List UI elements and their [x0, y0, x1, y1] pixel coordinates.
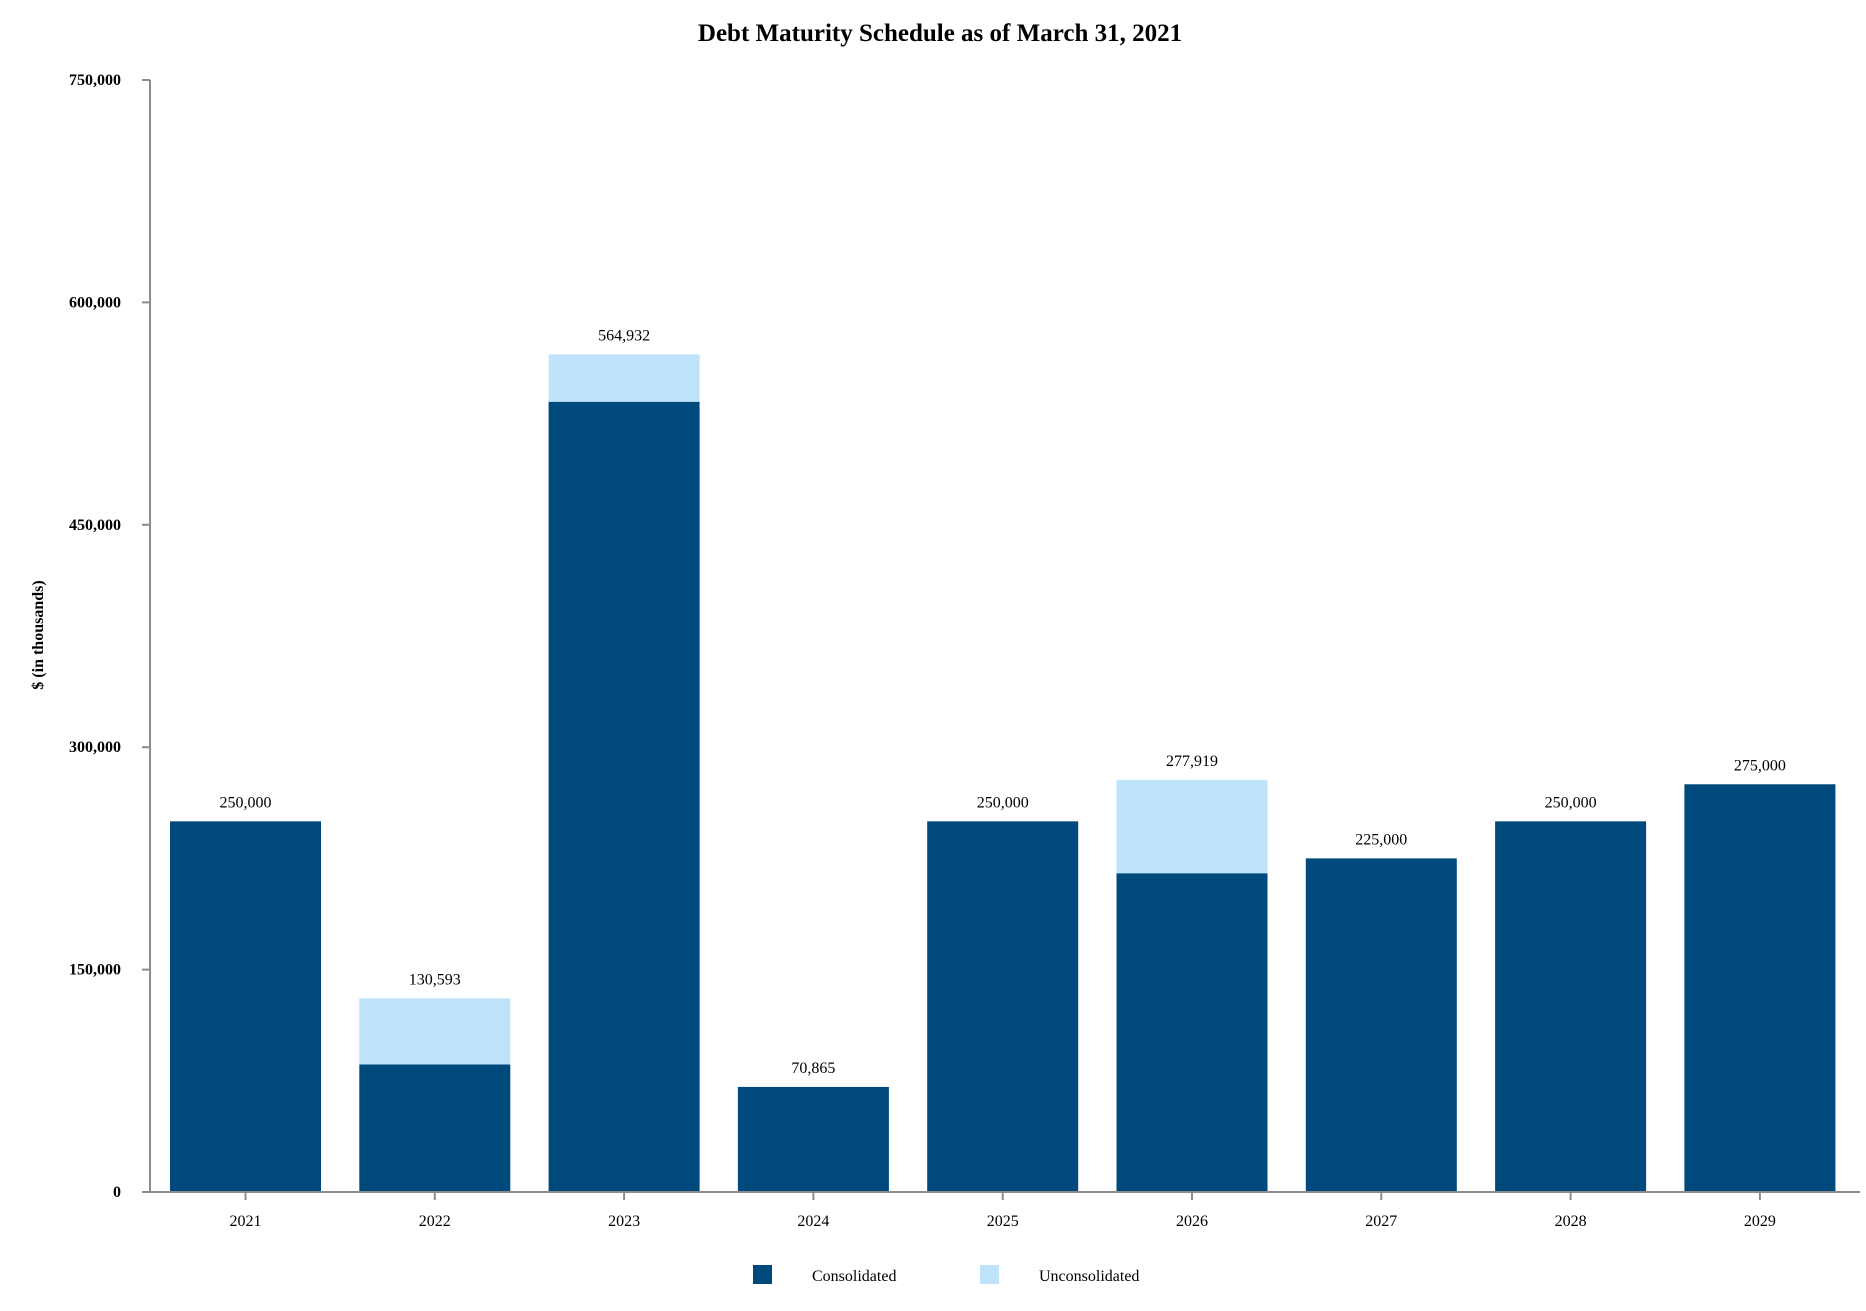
bar-consolidated-2025 — [927, 821, 1079, 1192]
legend-label-unconsolidated: Unconsolidated — [1039, 1268, 1139, 1285]
bar-unconsolidated-2026 — [1116, 779, 1268, 874]
x-tick-label: 2026 — [1176, 1213, 1208, 1230]
bar-total-label-2023: 564,932 — [598, 327, 650, 344]
legend-swatch-unconsolidated — [980, 1265, 999, 1284]
bars-group: 250,000 130,593 564,932 70,865 250,000 277,91… — [170, 327, 1836, 1193]
y-axis: 0 150,000 300,000 450,000 600,000 750,000 — [69, 72, 151, 1201]
bar-consolidated-2022 — [359, 1064, 511, 1192]
bar-consolidated-2026 — [1116, 873, 1268, 1192]
bar-total-label-2022: 130,593 — [409, 971, 461, 988]
bar-total-label-2029: 275,000 — [1734, 757, 1786, 774]
bar-total-label-2021: 250,000 — [220, 794, 272, 811]
chart-title: Debt Maturity Schedule as of March 31, 2… — [698, 20, 1182, 47]
legend-swatch-consolidated — [753, 1265, 772, 1284]
bar-consolidated-2027 — [1305, 858, 1457, 1192]
bar-total-label-2027: 225,000 — [1355, 831, 1407, 848]
x-tick-label: 2021 — [230, 1213, 262, 1230]
y-tick-label: 750,000 — [69, 72, 121, 89]
legend-label-consolidated: Consolidated — [812, 1268, 896, 1285]
x-tick-label: 2027 — [1365, 1213, 1397, 1230]
bar-total-label-2028: 250,000 — [1545, 794, 1597, 811]
x-tick-label: 2029 — [1744, 1213, 1776, 1230]
bar-total-label-2026: 277,919 — [1166, 753, 1218, 770]
bar-consolidated-2028 — [1495, 821, 1647, 1192]
bar-unconsolidated-2022 — [359, 998, 511, 1065]
bar-total-label-2024: 70,865 — [791, 1060, 835, 1077]
x-tick-label: 2028 — [1555, 1213, 1587, 1230]
y-tick-label: 450,000 — [69, 517, 121, 534]
x-tick-label: 2023 — [608, 1213, 640, 1230]
x-tick-label: 2025 — [987, 1213, 1019, 1230]
bar-consolidated-2021 — [170, 821, 321, 1192]
x-axis: 2021 2022 2023 2024 2025 2026 2027 2028 2029 — [150, 1191, 1860, 1230]
y-axis-label: $ (in thousands) — [30, 580, 47, 689]
bar-consolidated-2023 — [548, 401, 700, 1193]
x-tick-label: 2024 — [797, 1213, 829, 1230]
legend: Consolidated Unconsolidated — [753, 1265, 1139, 1285]
y-tick-label: 0 — [113, 1184, 121, 1201]
x-tick-label: 2022 — [419, 1213, 451, 1230]
y-tick-label: 150,000 — [69, 962, 121, 979]
y-tick-label: 600,000 — [69, 294, 121, 311]
bar-consolidated-2029 — [1684, 784, 1836, 1192]
bar-consolidated-2024 — [737, 1086, 889, 1192]
bar-unconsolidated-2023 — [548, 354, 700, 402]
bar-total-label-2025: 250,000 — [977, 794, 1029, 811]
y-tick-label: 300,000 — [69, 739, 121, 756]
